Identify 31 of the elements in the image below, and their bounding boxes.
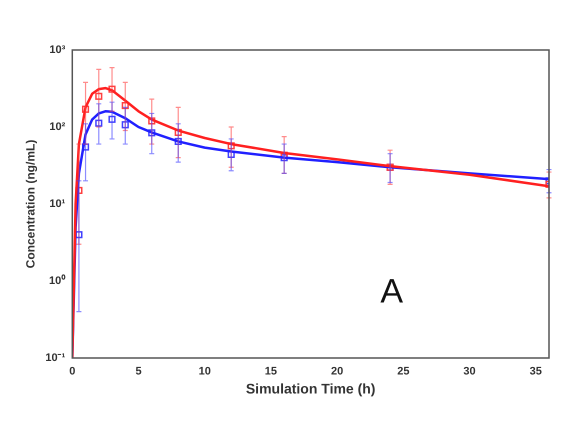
- point: [174, 138, 182, 145]
- x-axis-title: Simulation Time (h): [246, 380, 376, 396]
- x-tick-label: 5: [135, 366, 142, 378]
- point: [174, 128, 182, 136]
- point: [280, 154, 288, 162]
- point: [148, 117, 156, 124]
- point: [228, 150, 235, 158]
- point: [122, 121, 129, 128]
- x-tick-label: 15: [264, 366, 278, 378]
- x-tick-label: 0: [69, 366, 76, 378]
- point: [108, 86, 116, 93]
- x-tick-label: 20: [331, 366, 344, 378]
- point: [82, 143, 90, 151]
- annotation: A: [380, 272, 404, 311]
- y-tick-label: 10⁰: [49, 274, 66, 288]
- x-tick-label: 35: [530, 366, 542, 378]
- point: [108, 116, 116, 123]
- point: [95, 120, 102, 127]
- x-tick-label: 30: [463, 366, 476, 378]
- y-tick-label: 10⁻¹: [45, 352, 66, 364]
- y-tick-label: 10¹: [49, 198, 66, 210]
- y-axis-title: Concentration (ng/mL): [24, 140, 38, 268]
- point: [122, 102, 129, 110]
- point: [82, 106, 90, 113]
- y-tick-label: 10²: [49, 121, 66, 134]
- x-tick-label: 25: [397, 366, 410, 378]
- point: [95, 92, 102, 100]
- y-tick-label: 10³: [49, 44, 66, 56]
- point: [148, 129, 156, 136]
- point: [228, 142, 235, 150]
- x-tick-label: 10: [198, 366, 211, 378]
